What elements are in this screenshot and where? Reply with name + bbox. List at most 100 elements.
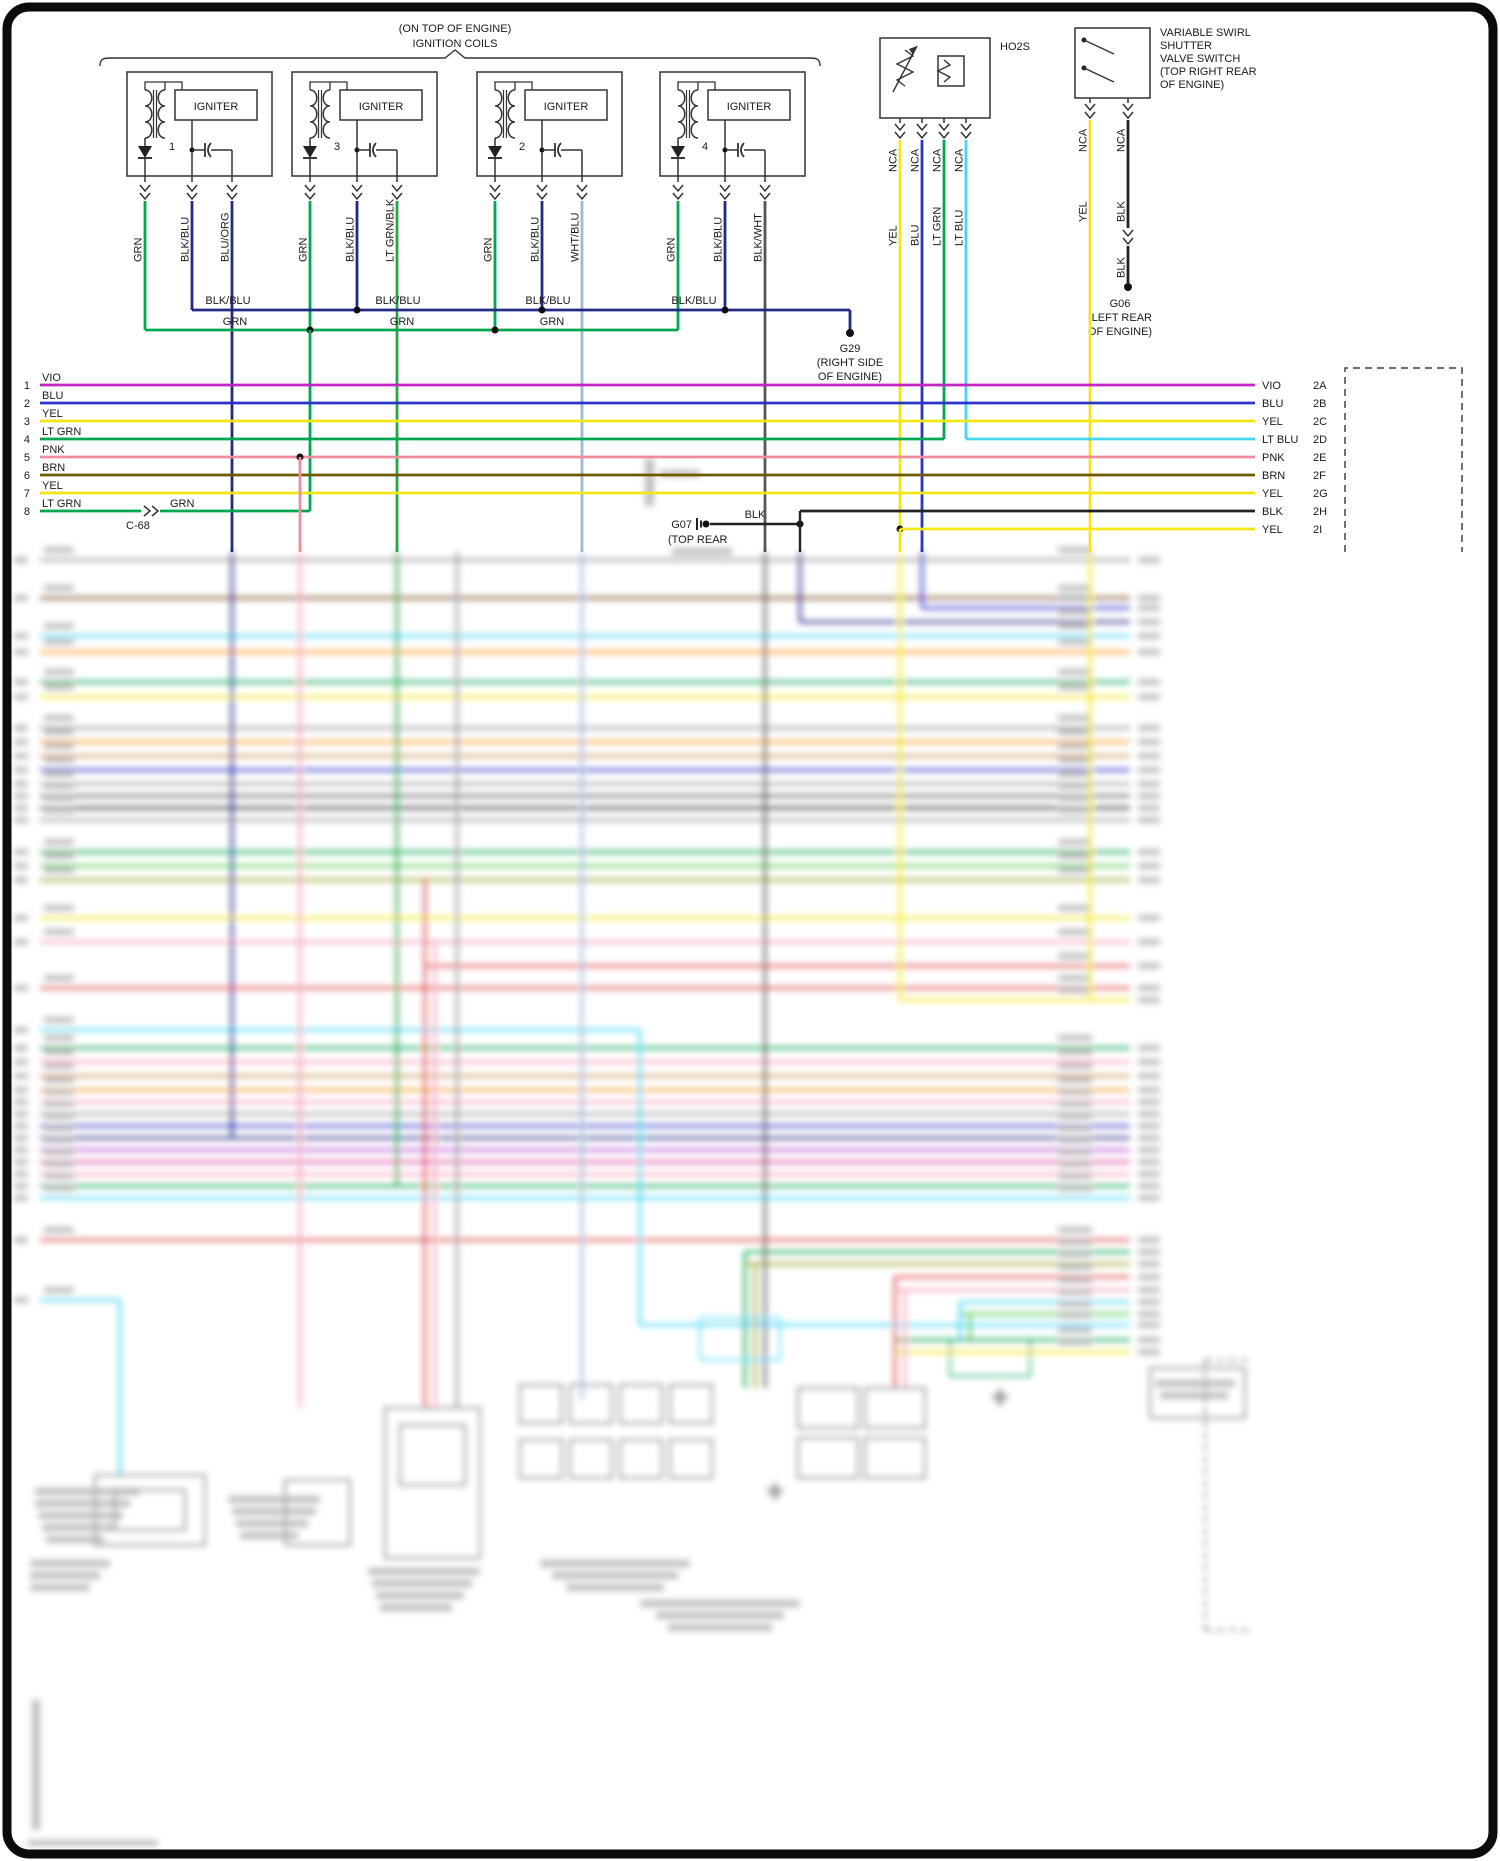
blurred-text-blob	[1138, 694, 1160, 700]
blurred-text-blob	[1138, 781, 1160, 787]
blurred-text-blob	[672, 548, 732, 555]
connector-pin-label: 2F	[1313, 470, 1326, 482]
blurred-component-box	[569, 1439, 613, 1479]
diode-icon	[303, 146, 317, 158]
blurred-text-blob	[44, 853, 74, 859]
blurred-text-blob	[14, 1195, 28, 1201]
coil-box	[476, 71, 623, 177]
coils-header-line2: IGNITION COILS	[413, 38, 498, 50]
connector-chevron-icon	[1084, 111, 1096, 120]
blurred-text-blob	[44, 669, 74, 675]
blurred-component-box	[114, 1489, 186, 1531]
blurred-component-box	[669, 1384, 713, 1424]
connector-pin-label: 2H	[1313, 506, 1327, 518]
blurred-text-blob	[28, 1840, 158, 1846]
bus-label: GRN	[390, 316, 415, 328]
connector-pin-label: 2G	[1313, 488, 1328, 500]
blurred-text-blob	[1058, 1101, 1092, 1107]
blurred-text-blob	[14, 915, 28, 921]
wire-color-label: GRN	[483, 238, 495, 263]
row-number: 8	[24, 506, 30, 518]
wire-color-label: VIO	[42, 372, 61, 384]
blurred-text-blob	[44, 929, 74, 935]
blurred-text-blob	[44, 757, 74, 763]
blurred-text-blob	[44, 715, 74, 721]
wire-color-label: YEL	[42, 408, 63, 420]
blurred-text-blob	[44, 1035, 74, 1041]
wire-color-label: PNK	[1262, 452, 1285, 464]
blurred-text-blob	[1058, 1125, 1092, 1131]
ho2s-title: HO2S	[1000, 41, 1030, 53]
connector-chevron-icon	[304, 192, 316, 201]
connector-chevron-icon	[894, 131, 906, 140]
blurred-text-blob	[1138, 1045, 1160, 1051]
blurred-text-blob	[1058, 771, 1092, 777]
blurred-text-blob	[14, 1059, 28, 1065]
blurred-text-blob	[14, 1123, 28, 1129]
diode-icon	[488, 146, 502, 158]
connector-chevron-icon	[186, 184, 198, 193]
connector-chevron-icon	[139, 184, 151, 193]
blurred-text-blob	[14, 649, 28, 655]
blurred-text-blob	[44, 1125, 74, 1131]
blurred-text-blob	[44, 795, 74, 801]
blurred-text-blob	[1058, 547, 1092, 553]
blurred-text-blob	[44, 1173, 74, 1179]
blurred-text-blob	[14, 1135, 28, 1141]
wire-color-label: YEL	[1262, 416, 1283, 428]
sharp-diagram-layer: (ON TOP OF ENGINE) IGNITION COILS HO2S V…	[24, 23, 1463, 552]
wire-color-label: BLK	[1262, 506, 1283, 518]
pin-id-label: NCA	[954, 148, 966, 172]
blurred-text-blob	[14, 1237, 28, 1243]
blurred-text-blob	[14, 939, 28, 945]
blurred-text-blob	[1138, 1159, 1160, 1165]
blurred-text-blob	[1138, 1123, 1160, 1129]
blurred-text-blob	[1058, 975, 1092, 981]
coil-number: 4	[702, 141, 708, 153]
blurred-text-blob	[640, 1600, 800, 1607]
blurred-text-blob	[44, 623, 74, 629]
wire-color-label: BRN	[1262, 470, 1285, 482]
blurred-text-blob	[14, 739, 28, 745]
wire-color-label: LT BLU	[1262, 434, 1298, 446]
blurred-component-box	[797, 1437, 859, 1479]
blurred-text-blob	[1058, 757, 1092, 763]
wire-color-label: VIO	[1262, 380, 1281, 392]
blurred-text-blob	[1138, 739, 1160, 745]
connector-chevron-icon	[960, 131, 972, 140]
connector-pin-label: 2B	[1313, 398, 1326, 410]
connector-chevron-icon	[143, 505, 152, 517]
blurred-text-blob	[44, 1149, 74, 1155]
blurred-component-box	[519, 1439, 563, 1479]
blurred-text-blob	[1138, 725, 1160, 731]
coils-brace	[99, 49, 821, 67]
blurred-text-blob	[1138, 679, 1160, 685]
wire-color-label: BLU	[42, 390, 63, 402]
connector-chevron-icon	[1122, 237, 1134, 246]
wire-color-label: LT BLU	[954, 210, 966, 246]
wire-color-label: BLK/BLU	[530, 217, 542, 262]
blurred-text-blob	[1138, 557, 1160, 563]
blurred-text-blob	[44, 1049, 74, 1055]
blurred-text-blob	[44, 743, 74, 749]
blurred-component-box	[94, 1474, 206, 1546]
ground-g07-wire-label: BLK	[745, 509, 766, 521]
igniter-box	[174, 89, 258, 121]
blurred-text-blob	[14, 1183, 28, 1189]
blurred-text-blob	[1058, 639, 1092, 645]
row-number: 1	[24, 380, 30, 392]
blurred-text-blob	[1058, 1077, 1092, 1083]
blurred-text-blob	[1160, 1392, 1228, 1399]
connector-chevron-icon	[916, 131, 928, 140]
blurred-text-blob	[1138, 997, 1160, 1003]
ho2s-box	[879, 37, 991, 119]
ignition-coil-unit: IGNITER 2 GRN BLK/BLU WHT/BLU	[476, 71, 623, 552]
blurred-text-blob	[1138, 753, 1160, 759]
blurred-text-blob	[1138, 939, 1160, 945]
primary-winding-icon	[494, 89, 503, 139]
blurred-text-blob	[1138, 817, 1160, 823]
blurred-text-blob	[668, 1624, 772, 1631]
blurred-text-blob	[1058, 1185, 1092, 1191]
